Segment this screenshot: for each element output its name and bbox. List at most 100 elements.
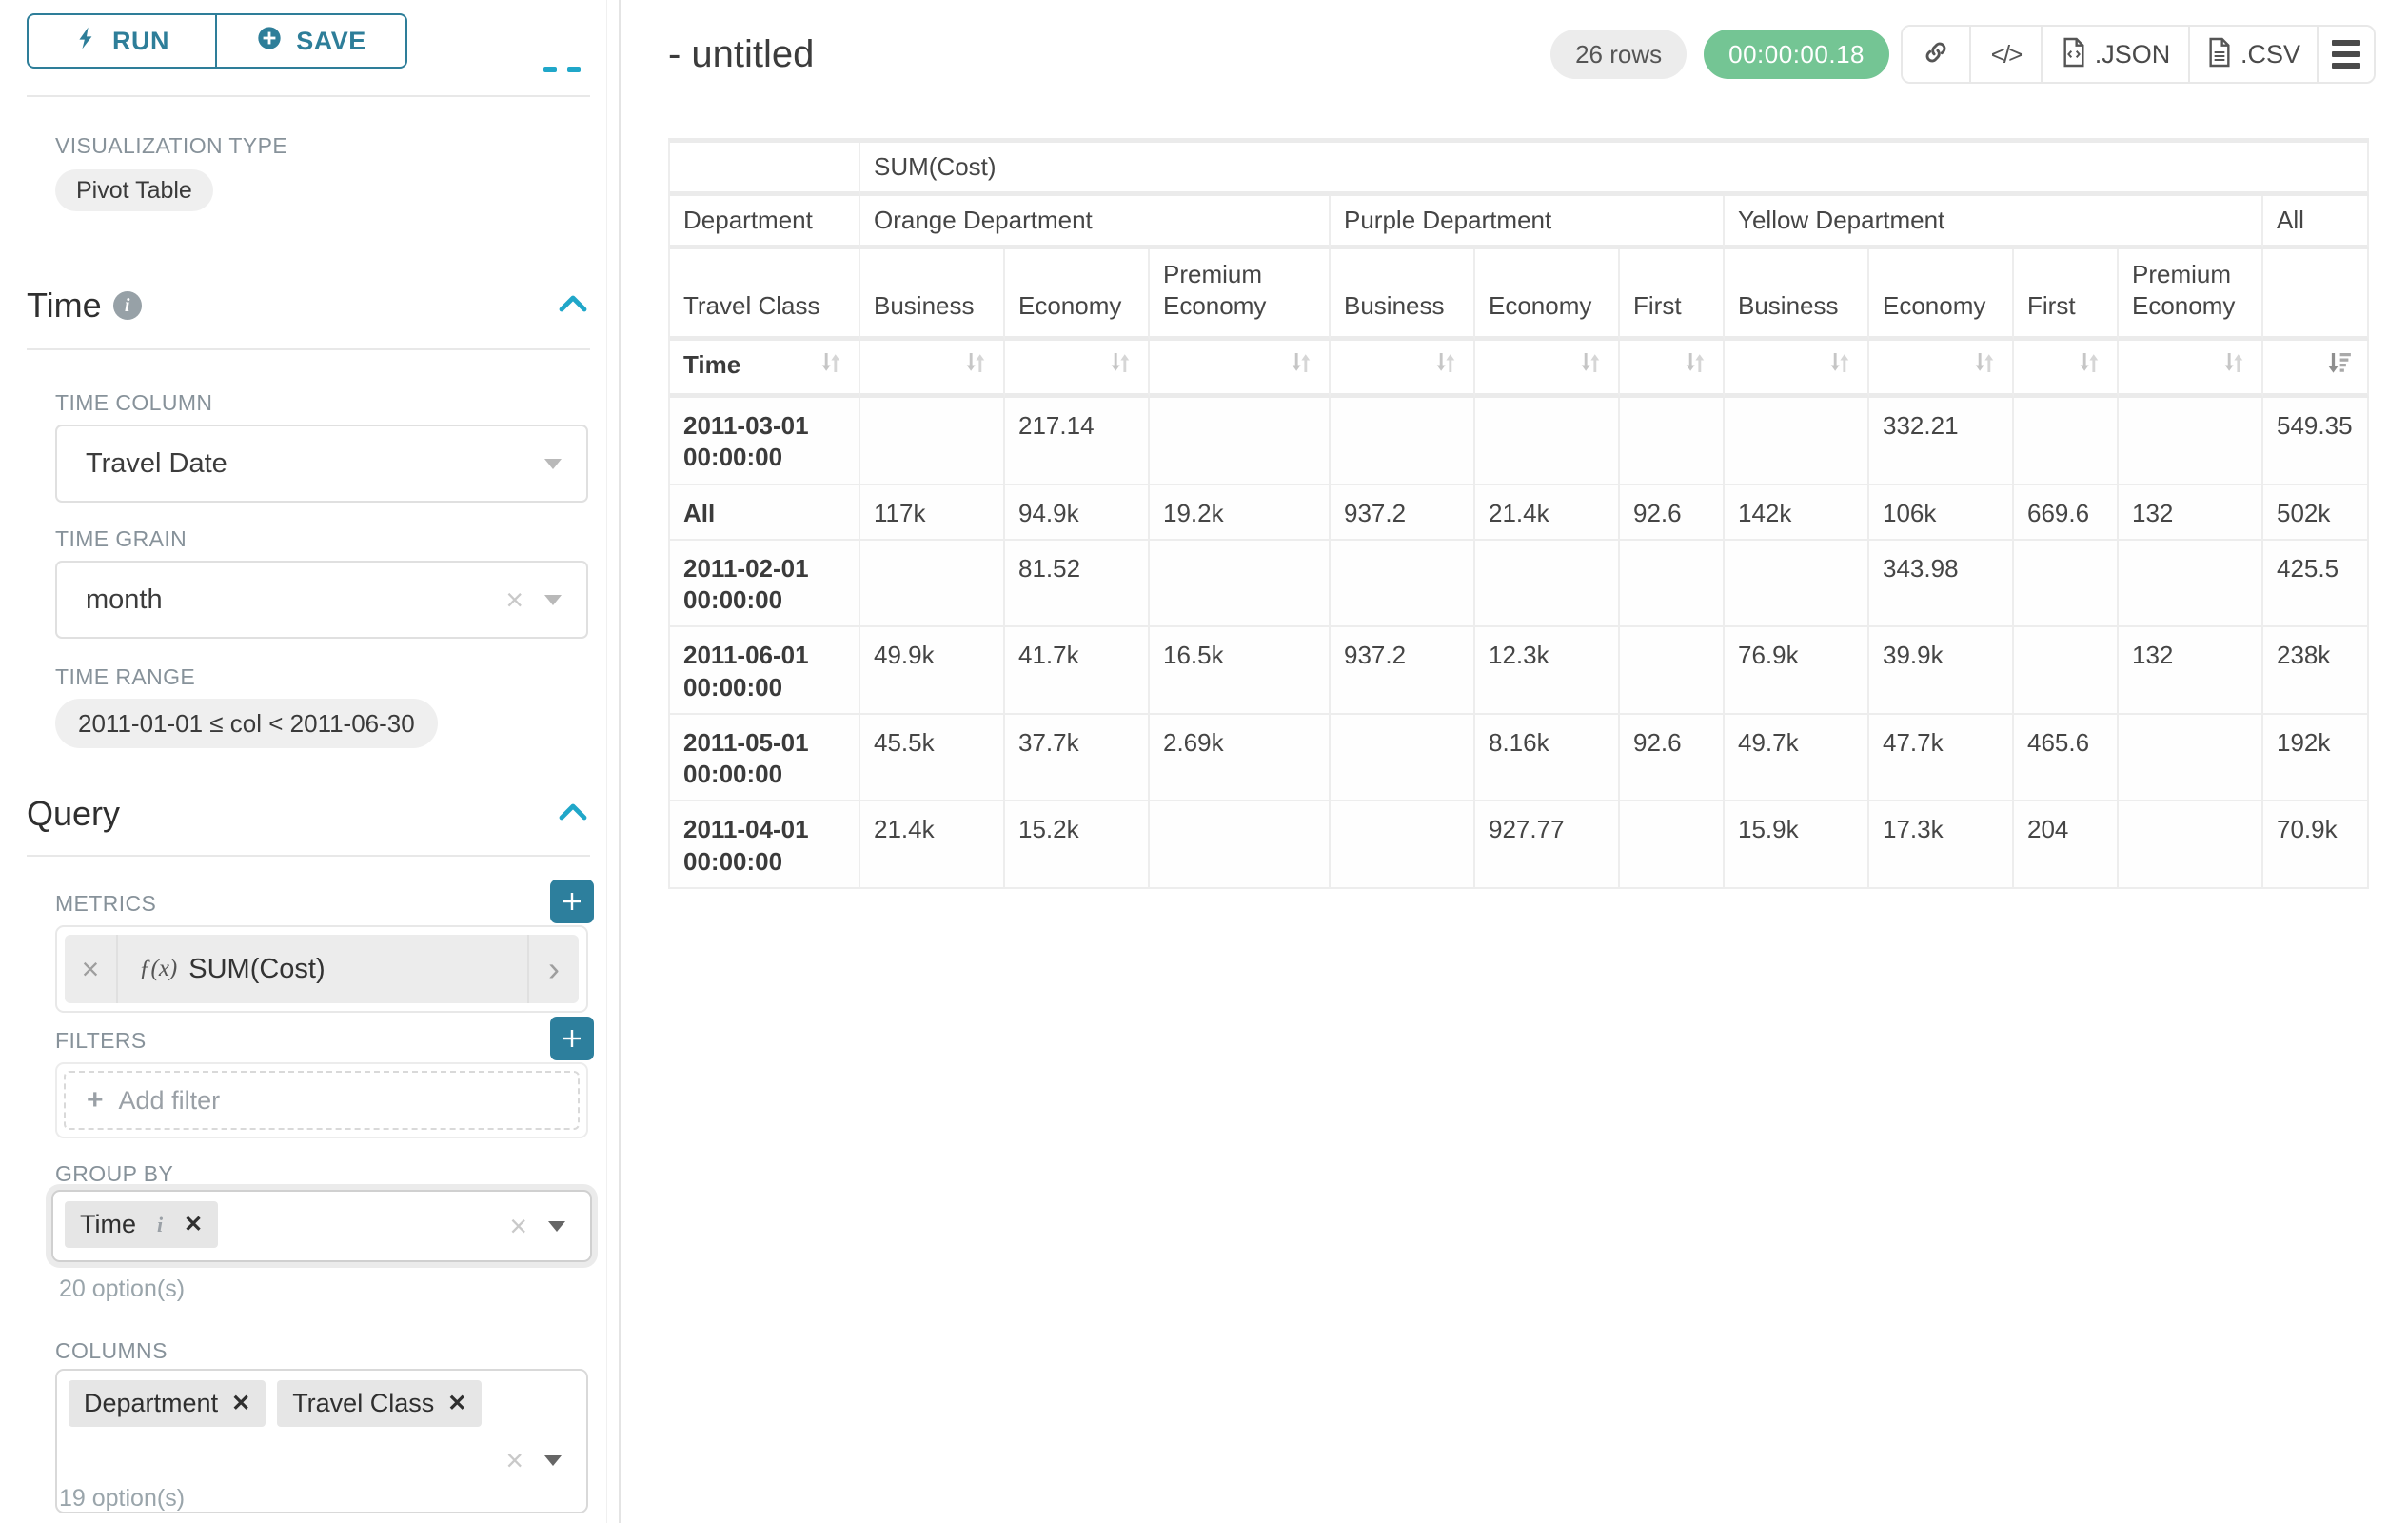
table-cell: 106k [1869,485,2014,541]
class-header: Economy [1475,249,1620,341]
icon-fragment [567,67,581,72]
clear-icon[interactable]: × [505,1445,523,1475]
add-filter-dropzone[interactable]: + Add filter [64,1071,580,1130]
sort-icon[interactable] [2075,348,2103,384]
table-cell [1620,801,1725,889]
time-grain-select[interactable]: month × [55,561,588,639]
dept-header-row: DepartmentOrange DepartmentPurple Depart… [670,196,2369,249]
table-cell [1331,398,1475,485]
export-csv-button[interactable]: .CSV [2188,27,2317,82]
table-cell [2014,627,2119,715]
time-sort-cell[interactable]: Time [670,341,860,398]
sort-cell[interactable] [1725,341,1869,398]
sort-cell[interactable] [2119,341,2263,398]
table-cell: 12.3k [1475,627,1620,715]
time-range-label: TIME RANGE [55,664,195,690]
table-cell: 19.2k [1150,485,1331,541]
sort-icon[interactable] [817,348,845,384]
sort-cell[interactable] [2014,341,2119,398]
metric-pill[interactable]: × ƒ(x) SUM(Cost) › [65,935,579,1003]
run-button[interactable]: RUN [27,13,217,69]
table-cell: 41.7k [1005,627,1150,715]
plus-icon: + [87,1084,104,1117]
table-cell [1150,801,1331,889]
chevron-up-icon[interactable] [556,800,590,829]
clear-icon[interactable]: × [505,584,523,615]
clear-icon[interactable]: × [509,1211,527,1241]
time-column-select[interactable]: Travel Date [55,425,588,503]
sort-icon[interactable] [1287,348,1315,384]
time-range-pill[interactable]: 2011-01-01 ≤ col < 2011-06-30 [55,699,438,748]
sort-icon[interactable] [1106,348,1135,384]
class-header-label: Travel Class [670,249,860,341]
caret-down-icon [548,1221,565,1232]
table-cell [1725,398,1869,485]
table-cell: 49.7k [1725,715,1869,802]
chevron-right-icon[interactable]: › [527,935,579,1003]
sort-cell[interactable] [1005,341,1150,398]
table-cell: 49.9k [860,627,1005,715]
table-cell: 549.35 [2263,398,2369,485]
sort-icon[interactable] [1681,348,1709,384]
table-cell: 16.5k [1150,627,1331,715]
table-cell [1331,801,1475,889]
sort-icon[interactable] [1826,348,1854,384]
viz-type-label: VISUALIZATION TYPE [55,133,287,159]
sort-cell[interactable] [860,341,1005,398]
row-header: 2011-04-01 00:00:00 [670,801,860,889]
add-metric-button[interactable] [550,880,594,923]
info-icon: i [113,291,142,320]
sort-cell[interactable] [1150,341,1331,398]
view-query-button[interactable]: </> [1969,27,2041,82]
table-cell: 238k [2263,627,2369,715]
table-cell: 92.6 [1620,715,1725,802]
chevron-up-icon[interactable] [556,291,590,321]
sort-icon[interactable] [2220,348,2248,384]
copy-link-button[interactable] [1903,27,1969,82]
dept-header-label: Department [670,196,860,249]
class-header: Economy [1005,249,1150,341]
remove-tag-icon[interactable]: ✕ [184,1211,203,1238]
table-cell: 47.7k [1869,715,2014,802]
table-row: All117k94.9k19.2k937.221.4k92.6142k106k6… [670,485,2369,541]
remove-metric-icon[interactable]: × [65,935,118,1003]
row-header: All [670,485,860,541]
table-cell [1475,398,1620,485]
table-cell [1150,398,1331,485]
sort-icon[interactable] [1431,348,1460,384]
chart-panel: - untitled 26 rows 00:00:00.18 </> [622,0,2408,1523]
metric-control: × ƒ(x) SUM(Cost) › [55,925,588,1013]
sort-cell[interactable] [1620,341,1725,398]
table-cell: 142k [1725,485,1869,541]
viz-type-pill[interactable]: Pivot Table [55,169,213,211]
sort-cell-active[interactable] [2263,341,2369,398]
class-header: Economy [1869,249,2014,341]
remove-tag-icon[interactable]: ✕ [447,1390,466,1417]
sort-cell[interactable] [1331,341,1475,398]
dept-group-header: Purple Department [1331,196,1725,249]
group-by-select[interactable]: Time i ✕ × [51,1190,592,1262]
sort-icon[interactable] [961,348,990,384]
sort-cell[interactable] [1869,341,2014,398]
row-count-badge: 26 rows [1550,30,1687,79]
columns-options-hint: 19 option(s) [59,1485,185,1513]
add-filter-button[interactable] [550,1017,594,1060]
export-toolbar: </> .JSON .CSV [1901,25,2376,84]
remove-tag-icon[interactable]: ✕ [231,1390,250,1417]
sort-descending-icon[interactable] [2325,348,2354,384]
sort-icon[interactable] [1970,348,1999,384]
table-cell: 81.52 [1005,541,1150,628]
table-cell [860,541,1005,628]
metric-header-cell: SUM(Cost) [860,143,2369,196]
save-button[interactable]: SAVE [217,13,407,69]
table-cell [1725,541,1869,628]
sort-icon[interactable] [1576,348,1605,384]
sort-cell[interactable] [1475,341,1620,398]
menu-button[interactable] [2317,27,2374,82]
group-by-tag: Time i ✕ [65,1201,218,1248]
export-json-button[interactable]: .JSON [2041,27,2188,82]
table-cell: 15.2k [1005,801,1150,889]
table-row: 2011-02-01 00:00:0081.52343.98425.5 [670,541,2369,628]
table-cell: 15.9k [1725,801,1869,889]
table-row: 2011-03-01 00:00:00217.14332.21549.35 [670,398,2369,485]
